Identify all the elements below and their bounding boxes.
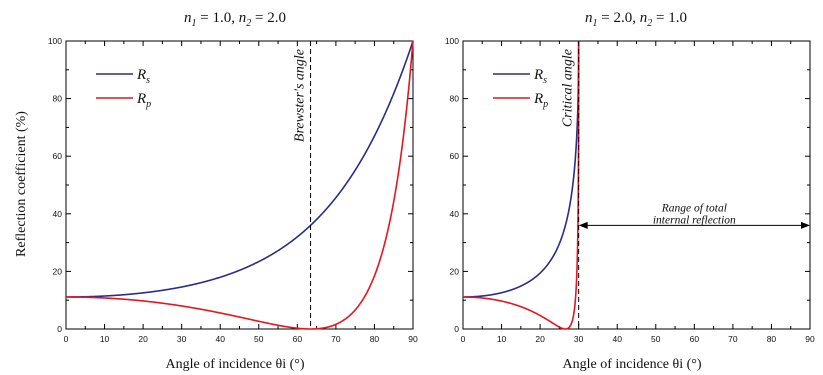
- right-plot-frame: [463, 41, 810, 329]
- left-annotation-label: Brewster's angle: [293, 49, 308, 142]
- right-x-axis-label: Angle of incidence θi (°): [562, 357, 701, 372]
- right-x-tick-label: 10: [497, 334, 507, 344]
- right-x-tick-label: 70: [728, 334, 738, 344]
- right-range-arrowhead-right: [801, 222, 810, 229]
- right-y-tick-label: 40: [450, 209, 460, 219]
- left-title: n1 = 1.0, n2 = 2.0: [184, 10, 286, 29]
- left-legend-label-rp: Rp: [136, 91, 151, 110]
- left-y-tick-label: 60: [53, 151, 63, 161]
- right-y-tick-label: 0: [454, 324, 459, 334]
- right-x-tick-label: 20: [535, 334, 545, 344]
- left-y-tick-label: 40: [53, 209, 63, 219]
- left-x-tick-label: 20: [138, 334, 148, 344]
- y-axis-label: Reflection coefficient (%): [14, 111, 29, 257]
- left-x-tick-label: 80: [370, 334, 380, 344]
- left-y-tick-label: 0: [57, 324, 62, 334]
- left-series-rs-line: [66, 41, 413, 297]
- right-legend-label-rp: Rp: [533, 91, 548, 110]
- right-x-tick-label: 80: [767, 334, 777, 344]
- left-x-tick-label: 40: [215, 334, 225, 344]
- left-x-tick-label: 70: [331, 334, 341, 344]
- right-x-tick-label: 40: [612, 334, 622, 344]
- left-x-tick-label: 0: [64, 334, 69, 344]
- right-y-tick-label: 20: [450, 266, 460, 276]
- right-legend-label-rs: Rs: [533, 67, 547, 86]
- right-x-tick-label: 90: [805, 334, 815, 344]
- right-x-tick-label: 60: [690, 334, 700, 344]
- right-title: n1 = 2.0, n2 = 1.0: [585, 10, 687, 29]
- right-range-arrowhead-left: [579, 222, 588, 229]
- left-x-tick-label: 50: [254, 334, 264, 344]
- right-x-tick-label: 0: [461, 334, 466, 344]
- left-series-rp-line: [66, 41, 413, 329]
- right-range-label-line1: Range of total: [661, 202, 727, 214]
- right-panel: 0 20 40 60 80 100 0 10 20 30 40 50 60 70 80 90 Rs Rp Criti…: [445, 36, 815, 344]
- left-x-tick-label: 60: [293, 334, 303, 344]
- left-y-tick-label: 20: [53, 266, 63, 276]
- left-plot-frame: [66, 41, 413, 329]
- right-range-label-line2: internal reflection: [653, 214, 736, 226]
- right-y-tick-label: 60: [450, 151, 460, 161]
- left-x-tick-label: 10: [100, 334, 110, 344]
- left-y-tick-label: 100: [48, 36, 62, 46]
- left-panel: 0 20 40 60 80 100 0 10 20 30 40 50 60 70 80 90 Rs Rp Brews…: [48, 36, 418, 344]
- right-x-tick-label: 30: [574, 334, 584, 344]
- left-x-tick-label: 30: [177, 334, 187, 344]
- right-x-tick-label: 50: [651, 334, 661, 344]
- left-x-axis-label: Angle of incidence θi (°): [165, 357, 304, 372]
- left-x-tick-label: 90: [408, 334, 418, 344]
- right-annotation-label: Critical angle: [561, 49, 576, 127]
- right-y-tick-label: 80: [450, 94, 460, 104]
- right-y-tick-label: 100: [445, 36, 459, 46]
- left-legend-label-rs: Rs: [136, 67, 150, 86]
- left-y-tick-label: 80: [53, 94, 63, 104]
